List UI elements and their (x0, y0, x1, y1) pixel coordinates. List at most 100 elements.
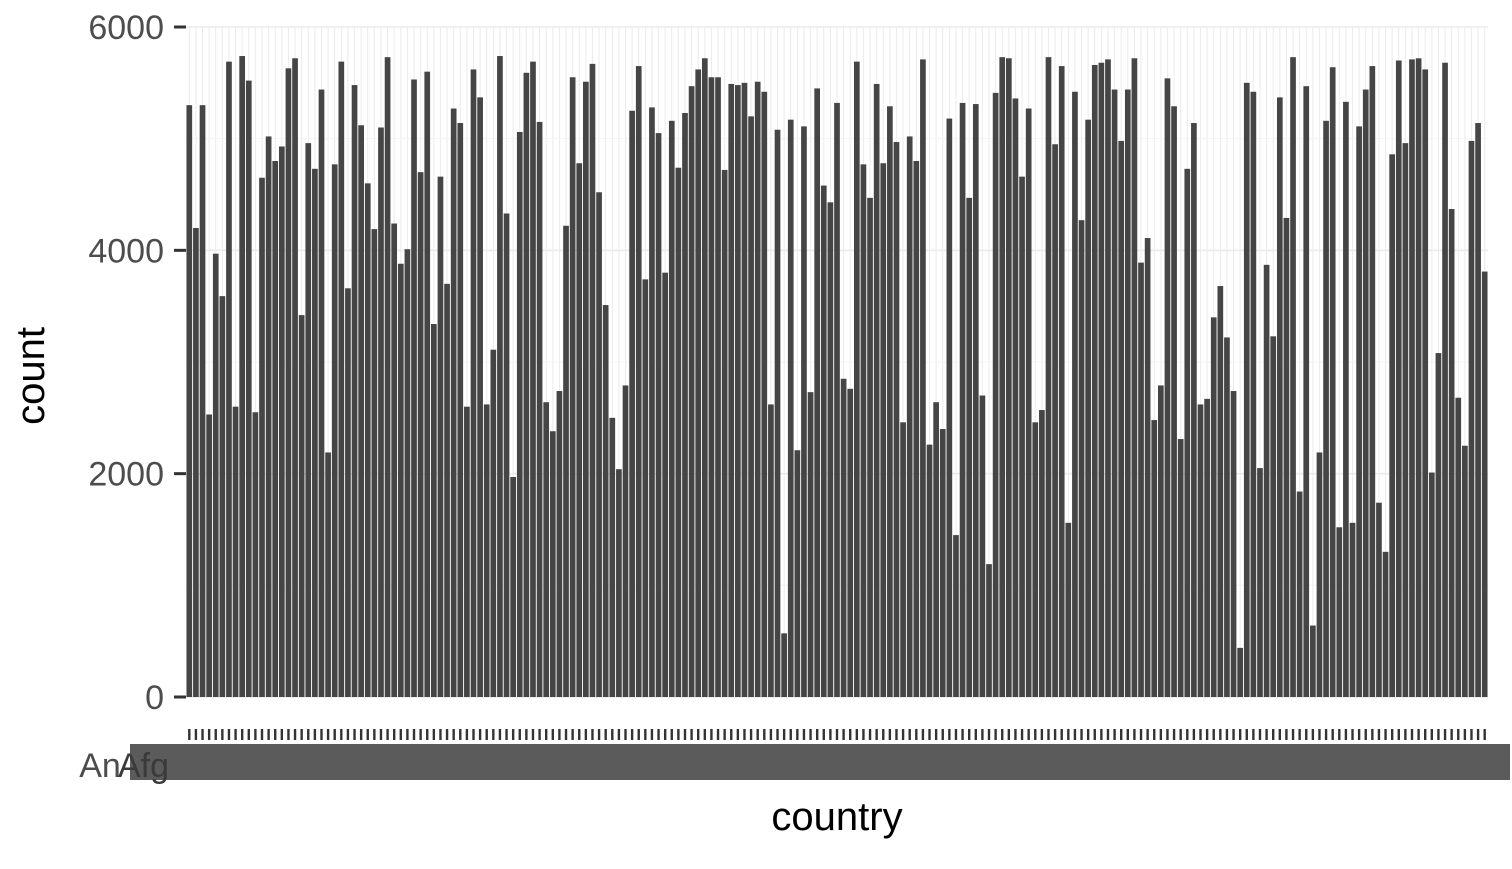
bar (708, 77, 715, 697)
bar (1448, 209, 1455, 697)
bar (404, 249, 411, 697)
bar (920, 59, 926, 697)
bar (1329, 67, 1336, 697)
bar (305, 143, 312, 698)
x-axis-title: country (771, 795, 902, 839)
bar (781, 633, 787, 697)
bar (252, 412, 259, 697)
bar (378, 127, 384, 697)
bar (629, 110, 635, 697)
bar (523, 72, 530, 698)
bar (1343, 101, 1349, 698)
bar (662, 272, 669, 697)
bar (265, 136, 272, 697)
bar (272, 161, 279, 697)
bar (199, 105, 206, 697)
bar (1369, 66, 1376, 698)
bar (318, 89, 325, 698)
bar (688, 86, 695, 697)
bar (1316, 452, 1323, 697)
bar (232, 406, 239, 697)
bar (424, 71, 431, 697)
bar (735, 85, 741, 698)
bar (1389, 154, 1396, 698)
bar (682, 112, 688, 697)
bar (1428, 472, 1435, 697)
bar (999, 57, 1006, 697)
bar (1402, 143, 1409, 698)
bar (1072, 91, 1078, 698)
bar (900, 422, 906, 697)
bar (926, 444, 933, 697)
y-axis-title: count (9, 327, 53, 425)
y-tick-label: 0 (145, 679, 164, 717)
bar (1243, 82, 1250, 698)
bar (1409, 59, 1415, 697)
bar (292, 58, 298, 698)
bar (1270, 336, 1277, 697)
bar (596, 192, 602, 697)
bar (245, 80, 252, 698)
bar (748, 116, 754, 698)
bar (1131, 58, 1138, 698)
bar (820, 185, 827, 698)
bar (536, 121, 543, 697)
bar (1197, 404, 1204, 697)
bar (1422, 69, 1429, 697)
bar (847, 388, 854, 697)
bar (457, 123, 464, 698)
bar (986, 564, 992, 697)
bar (966, 197, 973, 697)
bar (768, 404, 774, 697)
bar (1019, 176, 1025, 698)
bar (827, 202, 834, 698)
bar (219, 296, 226, 697)
x-tick-labels-overlap (130, 744, 1510, 780)
bar (649, 107, 655, 697)
bar (1310, 625, 1316, 697)
bar (186, 105, 193, 697)
bar (1105, 59, 1111, 697)
bar (1356, 126, 1362, 698)
bar (351, 85, 358, 698)
bar (1065, 522, 1072, 697)
bar (1085, 119, 1091, 697)
bar (589, 63, 596, 698)
bar (206, 414, 212, 697)
bar (371, 229, 378, 697)
bar (979, 395, 986, 697)
bar (1462, 445, 1468, 697)
bar (880, 163, 887, 697)
bar (1184, 168, 1191, 698)
bar (1250, 91, 1257, 698)
bar (1323, 120, 1329, 698)
bar (853, 61, 860, 698)
y-axis: 0 2000 4000 6000 (88, 9, 186, 717)
bar (259, 177, 265, 697)
bar (312, 168, 318, 698)
bar (721, 169, 728, 697)
bar (576, 163, 583, 697)
bar (239, 56, 246, 698)
bar (1158, 385, 1164, 697)
bar (1224, 337, 1230, 697)
bar (602, 305, 609, 697)
bar (668, 120, 675, 698)
bar (1382, 551, 1389, 697)
bar (893, 142, 900, 697)
bar (840, 378, 847, 697)
bar (873, 83, 880, 697)
bar (1091, 64, 1098, 697)
bar (1237, 647, 1243, 697)
x-tick-label: Afg (118, 747, 169, 785)
bar (1177, 439, 1184, 697)
bar (972, 104, 979, 698)
bar (569, 77, 576, 697)
bar (1362, 89, 1369, 698)
bar (437, 176, 444, 698)
bar (464, 406, 470, 697)
bar (450, 108, 457, 698)
bar (1111, 89, 1118, 698)
bar (490, 349, 497, 697)
bar (497, 56, 503, 698)
